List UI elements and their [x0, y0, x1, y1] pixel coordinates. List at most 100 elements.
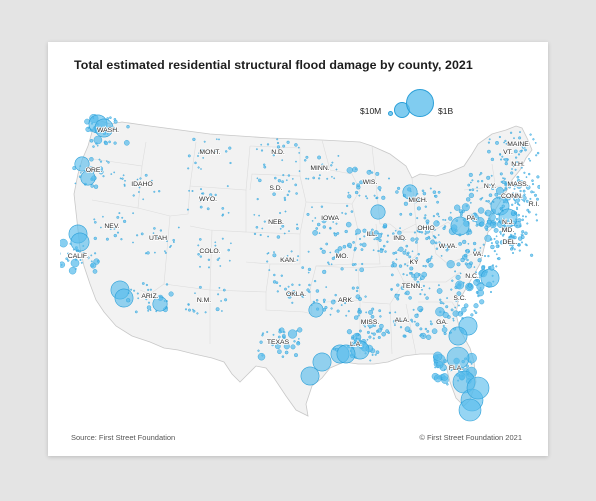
- county-bubble: [512, 235, 517, 240]
- county-bubble: [394, 311, 397, 314]
- state-label: IND.: [393, 235, 407, 242]
- state-label: CONN.: [501, 193, 523, 200]
- county-bubble: [81, 252, 86, 257]
- county-bubble: [422, 191, 427, 196]
- county-bubble: [355, 289, 359, 293]
- county-bubble: [188, 308, 191, 312]
- state-label: ORE.: [86, 167, 103, 174]
- county-bubble: [288, 190, 291, 193]
- county-bubble: [366, 169, 372, 175]
- county-bubble: [467, 183, 471, 187]
- county-bubble: [203, 140, 206, 143]
- county-bubble: [476, 282, 485, 291]
- county-bubble: [484, 225, 489, 230]
- county-bubble: [495, 265, 498, 268]
- county-bubble: [488, 138, 491, 141]
- county-bubble: [258, 178, 262, 183]
- county-bubble: [294, 183, 298, 187]
- county-bubble: [120, 238, 123, 241]
- county-bubble: [346, 242, 353, 248]
- county-bubble: [375, 171, 380, 176]
- county-bubble: [361, 262, 364, 266]
- county-bubble: [523, 193, 526, 196]
- county-bubble: [288, 230, 290, 232]
- county-bubble: [138, 191, 140, 193]
- county-bubble: [271, 343, 274, 347]
- county-bubble: [214, 193, 217, 197]
- county-bubble: [375, 196, 379, 200]
- county-bubble: [477, 258, 482, 263]
- county-bubble: [394, 229, 397, 232]
- state-label: VT.: [503, 149, 513, 156]
- county-bubble: [364, 325, 366, 328]
- county-bubble: [459, 272, 462, 275]
- county-bubble: [456, 291, 462, 296]
- county-bubble: [283, 198, 287, 202]
- county-bubble: [423, 293, 426, 296]
- county-bubble: [141, 282, 145, 285]
- county-bubble: [199, 200, 202, 203]
- county-bubble: [312, 176, 315, 180]
- county-bubble: [455, 274, 461, 280]
- county-bubble: [423, 216, 427, 220]
- county-bubble: [325, 242, 329, 246]
- county-bubble: [475, 224, 479, 227]
- county-bubble: [511, 192, 514, 195]
- county-bubble: [345, 204, 349, 208]
- county-bubble: [371, 233, 374, 235]
- county-bubble: [473, 309, 476, 312]
- county-bubble: [409, 271, 412, 275]
- county-bubble: [441, 327, 448, 333]
- county-bubble: [490, 244, 495, 250]
- county-bubble: [279, 327, 285, 333]
- county-bubble: [509, 230, 511, 233]
- county-bubble: [118, 212, 121, 215]
- county-bubble: [511, 163, 516, 167]
- county-bubble: [186, 208, 189, 211]
- county-bubble: [402, 238, 405, 242]
- county-bubble: [297, 146, 300, 149]
- state-label: N.D.: [271, 149, 285, 156]
- county-bubble: [361, 320, 367, 326]
- county-bubble: [215, 138, 218, 141]
- county-bubble: [274, 176, 277, 180]
- county-bubble: [164, 250, 166, 253]
- county-bubble: [507, 149, 510, 151]
- county-bubble: [392, 319, 397, 324]
- county-bubble: [445, 305, 449, 309]
- county-bubble: [417, 252, 420, 256]
- state-label: MAINE: [507, 141, 529, 148]
- county-bubble: [431, 328, 438, 334]
- state-label: KAN.: [280, 257, 296, 264]
- county-bubble-large: [114, 288, 134, 308]
- county-bubble-large: [152, 296, 168, 312]
- county-bubble: [286, 193, 289, 197]
- county-bubble: [188, 189, 190, 192]
- county-bubble: [333, 177, 336, 180]
- county-bubble: [427, 235, 431, 239]
- county-bubble: [307, 267, 312, 272]
- county-bubble: [461, 203, 470, 212]
- county-bubble: [294, 143, 298, 147]
- county-bubble: [379, 315, 382, 318]
- county-bubble: [516, 161, 518, 163]
- county-bubble: [521, 218, 524, 222]
- county-bubble: [424, 264, 427, 268]
- county-bubble: [451, 244, 454, 247]
- county-bubble: [522, 189, 526, 193]
- county-bubble: [537, 184, 540, 189]
- county-bubble: [425, 219, 430, 224]
- county-bubble: [122, 174, 125, 177]
- county-bubble: [346, 167, 353, 174]
- county-bubble: [256, 177, 259, 180]
- county-bubble: [517, 153, 521, 156]
- county-bubble: [484, 209, 492, 217]
- county-bubble: [92, 145, 95, 148]
- county-bubble: [197, 166, 200, 169]
- county-bubble: [454, 270, 457, 273]
- county-bubble: [531, 183, 535, 186]
- county-bubble: [321, 249, 326, 254]
- county-bubble: [528, 203, 531, 207]
- county-bubble: [489, 184, 492, 186]
- county-bubble: [305, 155, 309, 159]
